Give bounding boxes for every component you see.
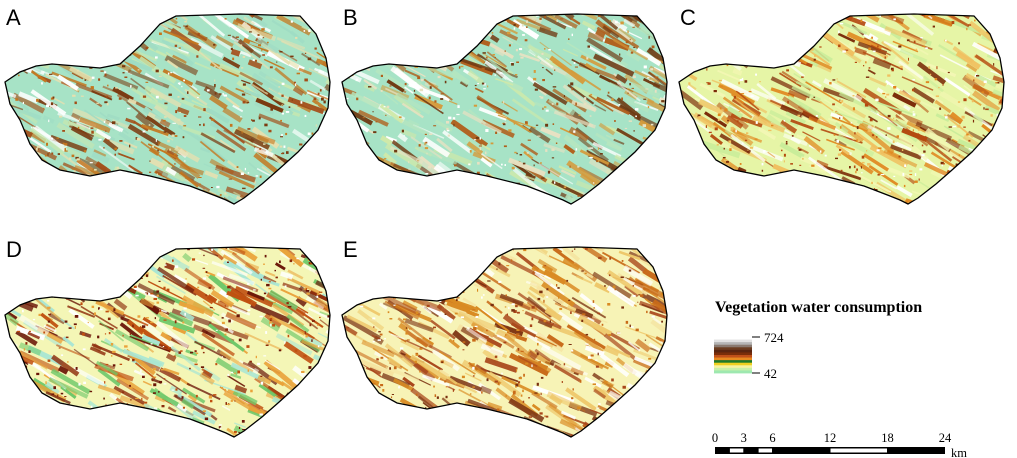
study-area-boundary	[678, 13, 1005, 205]
map-panel-c: C	[678, 5, 1005, 205]
study-area-map-b	[341, 13, 668, 205]
panel-letter-e: E	[343, 237, 358, 262]
map-texture	[5, 14, 330, 204]
scale-bar-frame	[715, 447, 945, 454]
legend-color-swatch	[714, 367, 752, 371]
scale-bar-segment	[830, 448, 887, 453]
study-area-boundary	[341, 246, 668, 438]
map-panel-b: B	[341, 5, 668, 205]
scale-bar-unit: km	[951, 446, 967, 458]
panel-letter-d: D	[6, 237, 22, 262]
study-area-boundary	[4, 13, 331, 205]
legend-color-swatch	[714, 355, 752, 358]
map-texture	[342, 14, 667, 204]
legend: Vegetation water consumption 724 42	[714, 299, 922, 381]
legend-color-swatch	[714, 342, 752, 346]
panel-letter-c: C	[680, 5, 696, 30]
panel-letter-b: B	[343, 5, 358, 30]
legend-color-swatch	[714, 365, 752, 369]
scale-bar-segment	[729, 448, 744, 453]
legend-color-swatch	[714, 357, 752, 361]
legend-color-swatch	[714, 344, 752, 348]
legend-color-swatch	[714, 360, 752, 364]
scale-bar-segment	[758, 448, 772, 453]
legend-color-swatch	[714, 339, 752, 343]
map-panel-e: E	[341, 237, 668, 438]
study-area-map-d	[4, 246, 331, 438]
legend-color-swatch	[714, 349, 752, 353]
map-texture	[679, 14, 1004, 204]
scale-bar-tick-label: 12	[824, 431, 837, 445]
study-area-map-c	[678, 13, 1005, 205]
legend-title: Vegetation water consumption	[715, 299, 922, 316]
scale-bar: 0 3 6 12 18 24 km	[712, 431, 967, 458]
study-area-map-e	[341, 246, 668, 438]
scale-bar-ticks: 0 3 6 12 18 24	[712, 431, 952, 445]
study-area-map-a	[4, 13, 331, 205]
scale-bar-tick-label: 0	[712, 431, 718, 445]
legend-color-swatch	[714, 362, 752, 366]
scale-bar-tick-label: 24	[939, 431, 952, 445]
map-texture	[5, 247, 330, 437]
legend-min-label: 42	[764, 366, 777, 381]
legend-max-label: 724	[764, 330, 784, 345]
legend-color-ramp	[714, 337, 752, 374]
scale-bar-segments	[715, 447, 945, 454]
panel-letter-a: A	[6, 5, 21, 30]
legend-color-swatch	[714, 370, 752, 374]
map-panel-a: A	[4, 5, 331, 205]
study-area-boundary	[341, 13, 668, 205]
study-area-boundary	[4, 246, 331, 438]
legend-color-swatch	[714, 352, 752, 356]
scale-bar-tick-label: 3	[741, 431, 747, 445]
scale-bar-tick-label: 6	[769, 431, 775, 445]
legend-color-swatch	[714, 347, 752, 351]
map-panel-d: D	[4, 237, 331, 438]
scale-bar-tick-label: 18	[881, 431, 894, 445]
legend-color-swatch	[714, 337, 752, 340]
